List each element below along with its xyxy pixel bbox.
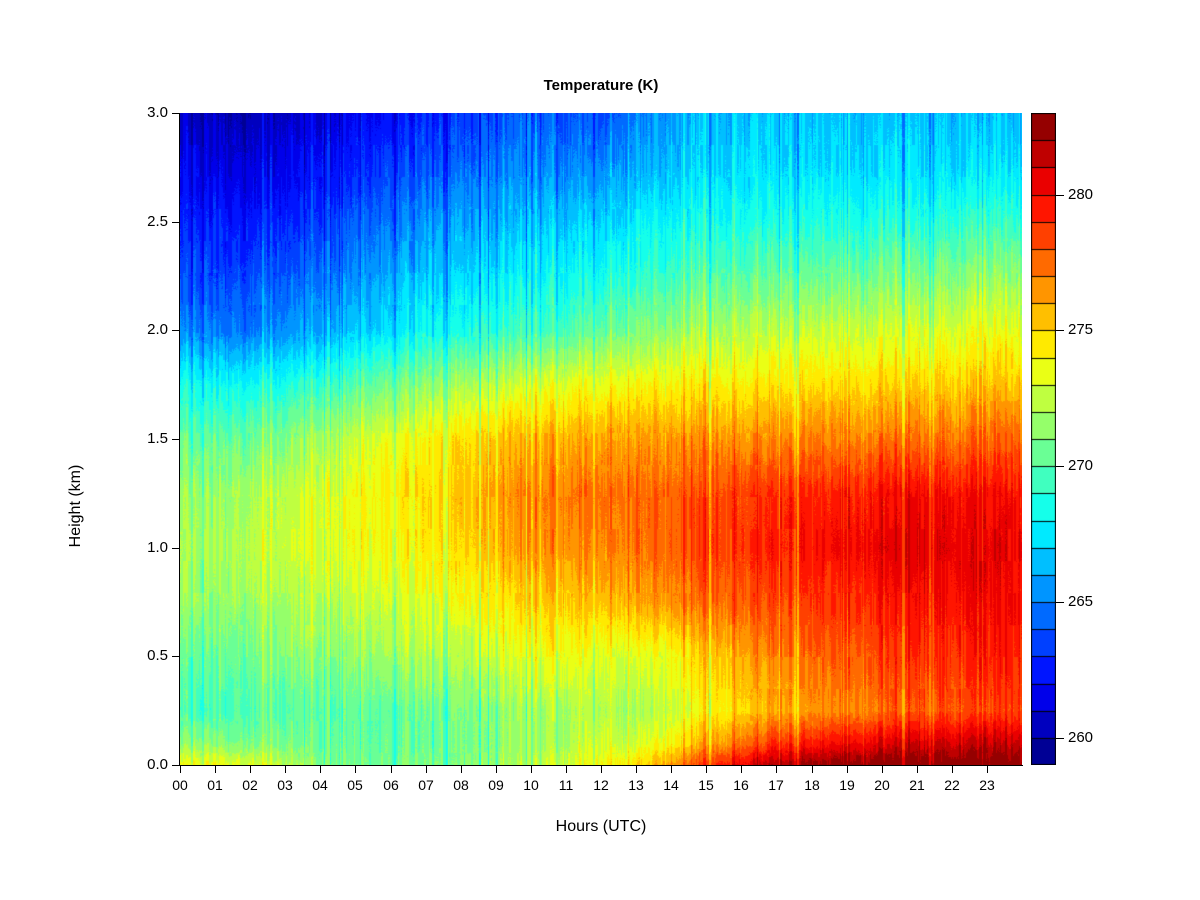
x-tick-label: 23 (979, 777, 995, 793)
x-tick-mark (496, 766, 497, 773)
x-tick-mark (355, 766, 356, 773)
heatmap-canvas (180, 113, 1022, 765)
y-tick-label: 3.0 (147, 104, 168, 121)
y-tick-label: 1.0 (147, 539, 168, 556)
x-tick-label: 08 (453, 777, 469, 793)
y-tick-label: 1.5 (147, 430, 168, 447)
y-tick-mark (172, 330, 180, 331)
y-tick-mark (172, 439, 180, 440)
x-tick-label: 06 (383, 777, 399, 793)
x-tick-mark (215, 766, 216, 773)
colorbar-tick-mark (1056, 602, 1064, 603)
x-axis-title: Hours (UTC) (555, 818, 647, 835)
y-tick-mark (172, 656, 180, 657)
x-tick-mark (531, 766, 532, 773)
y-tick-mark (172, 113, 180, 114)
x-tick-label: 20 (874, 777, 890, 793)
x-tick-label: 22 (944, 777, 960, 793)
x-tick-label: 21 (909, 777, 925, 793)
x-tick-label: 05 (347, 777, 363, 793)
y-tick-label: 0.0 (147, 756, 168, 773)
x-tick-label: 11 (558, 777, 574, 793)
x-tick-mark (636, 766, 637, 773)
x-tick-label: 14 (663, 777, 679, 793)
y-axis-title-text: Height (km) (67, 464, 84, 548)
x-tick-mark (847, 766, 848, 773)
colorbar-tick-mark (1056, 330, 1064, 331)
colorbar-tick-label: 275 (1068, 321, 1094, 338)
x-tick-mark (601, 766, 602, 773)
x-tick-mark (285, 766, 286, 773)
x-tick-mark (320, 766, 321, 773)
x-tick-mark (671, 766, 672, 773)
x-tick-label: 15 (698, 777, 714, 793)
colorbar-tick-label: 270 (1068, 457, 1094, 474)
x-tick-mark (952, 766, 953, 773)
x-tick-label: 13 (628, 777, 644, 793)
x-tick-label: 18 (804, 777, 820, 793)
x-tick-mark (426, 766, 427, 773)
x-tick-label: 04 (312, 777, 328, 793)
x-tick-label: 02 (242, 777, 258, 793)
x-tick-mark (882, 766, 883, 773)
x-tick-mark (461, 766, 462, 773)
x-tick-label: 07 (418, 777, 434, 793)
x-tick-mark (776, 766, 777, 773)
y-tick-mark (172, 548, 180, 549)
colorbar-tick-mark (1056, 195, 1064, 196)
y-tick-label: 2.5 (147, 213, 168, 230)
x-tick-label: 00 (172, 777, 188, 793)
x-tick-label: 10 (523, 777, 539, 793)
y-tick-label: 2.0 (147, 321, 168, 338)
chart-title: Temperature (K) (543, 77, 659, 94)
x-tick-mark (812, 766, 813, 773)
x-tick-label: 19 (839, 777, 855, 793)
x-tick-label: 12 (593, 777, 609, 793)
y-tick-mark (172, 222, 180, 223)
x-tick-label: 16 (733, 777, 749, 793)
x-tick-mark (917, 766, 918, 773)
y-tick-mark (172, 765, 180, 766)
colorbar-canvas (1031, 113, 1056, 765)
x-axis-line (180, 765, 1023, 766)
x-tick-mark (706, 766, 707, 773)
x-tick-label: 03 (277, 777, 293, 793)
x-tick-mark (180, 766, 181, 773)
x-tick-label: 17 (768, 777, 784, 793)
x-tick-mark (250, 766, 251, 773)
colorbar-tick-mark (1056, 738, 1064, 739)
colorbar-tick-label: 260 (1068, 729, 1094, 746)
x-tick-mark (391, 766, 392, 773)
y-tick-label: 0.5 (147, 647, 168, 664)
x-tick-label: 09 (488, 777, 504, 793)
x-tick-mark (566, 766, 567, 773)
colorbar-tick-label: 280 (1068, 186, 1094, 203)
x-tick-mark (987, 766, 988, 773)
x-tick-label: 01 (207, 777, 223, 793)
colorbar-tick-mark (1056, 466, 1064, 467)
x-tick-mark (741, 766, 742, 773)
colorbar-tick-label: 265 (1068, 593, 1094, 610)
